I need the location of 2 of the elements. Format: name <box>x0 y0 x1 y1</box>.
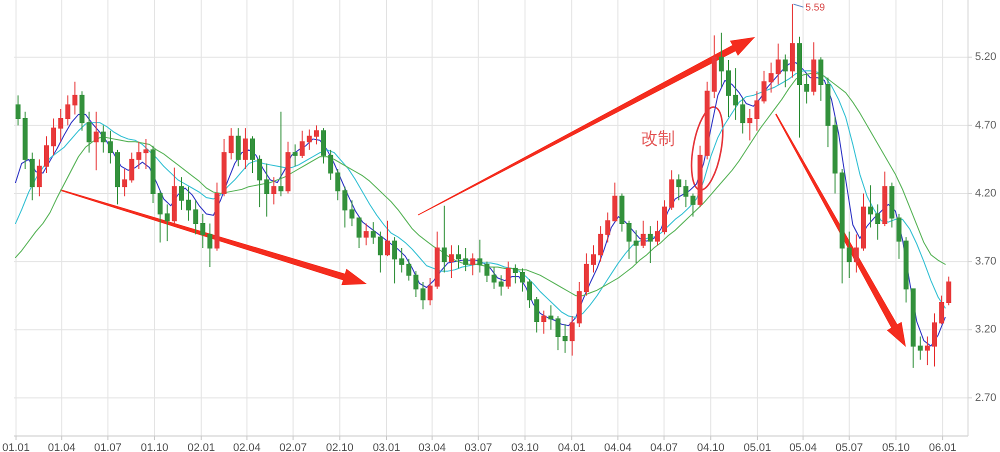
annotation: 5.59 <box>805 2 825 14</box>
annotation: 改制 <box>641 129 676 148</box>
